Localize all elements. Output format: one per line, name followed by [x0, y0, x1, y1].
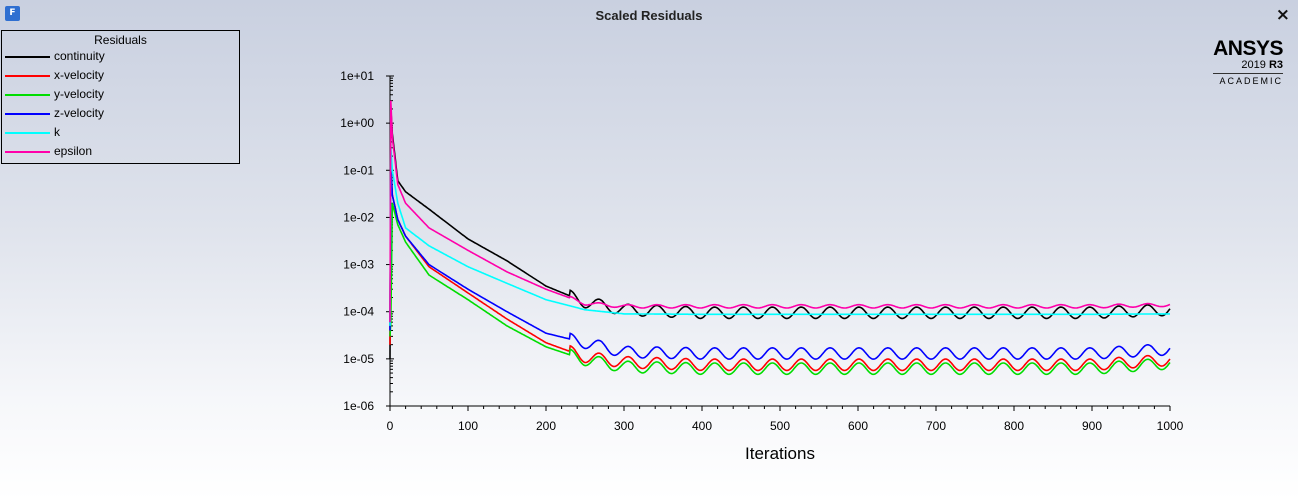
legend-label: k [54, 125, 60, 139]
close-icon[interactable]: × [1275, 5, 1290, 25]
y-tick-label: 1e-05 [343, 352, 374, 366]
legend-swatch [5, 94, 50, 96]
legend-item-k: k [2, 123, 239, 142]
series-line-x-velocity [389, 161, 1171, 372]
y-tick-label: 1e-02 [343, 210, 374, 224]
legend-item-epsilon: epsilon [2, 142, 239, 161]
x-tick-label: 700 [926, 419, 946, 433]
y-tick-label: 1e+01 [340, 69, 374, 83]
y-tick-label: 1e+00 [340, 116, 374, 130]
y-tick-label: 1e-03 [343, 258, 374, 272]
legend-item-continuity: continuity [2, 47, 239, 66]
legend-swatch [5, 56, 50, 58]
x-tick-label: 1000 [1157, 419, 1184, 433]
logo-year: 2019 [1241, 59, 1266, 71]
series-line-continuity [389, 108, 1171, 359]
window-title: Scaled Residuals [595, 8, 703, 23]
legend-label: z-velocity [54, 106, 105, 120]
legend-swatch [5, 75, 50, 77]
x-tick-label: 300 [614, 419, 634, 433]
x-axis-label: Iterations [745, 444, 815, 463]
series-line-z-velocity [389, 166, 1171, 360]
legend-label: continuity [54, 49, 105, 63]
y-tick-label: 1e-06 [343, 399, 374, 413]
x-tick-label: 800 [1004, 419, 1024, 433]
y-tick-label: 1e-04 [343, 305, 374, 319]
logo-version: 2019 R3 [1213, 59, 1283, 74]
fluent-app-icon[interactable]: F [5, 6, 20, 21]
legend-item-z-velocity: z-velocity [2, 104, 239, 123]
x-tick-label: 400 [692, 419, 712, 433]
legend: Residuals continuity x-velocity y-velocity… [1, 30, 240, 164]
logo-edition: ACADEMIC [1219, 76, 1283, 86]
legend-label: x-velocity [54, 68, 105, 82]
x-tick-label: 0 [387, 419, 394, 433]
x-tick-label: 200 [536, 419, 556, 433]
series-line-epsilon [389, 100, 1171, 323]
x-tick-label: 600 [848, 419, 868, 433]
logo-release: R3 [1268, 59, 1283, 71]
logo-name: ANSYS [1213, 37, 1283, 60]
series-line-y-velocity [389, 203, 1171, 376]
legend-swatch [5, 113, 50, 115]
legend-item-y-velocity: y-velocity [2, 85, 239, 104]
legend-label: epsilon [54, 144, 93, 158]
legend-swatch [5, 151, 50, 153]
legend-swatch [5, 132, 50, 134]
x-tick-label: 100 [458, 419, 478, 433]
y-tick-label: 1e-01 [343, 163, 374, 177]
ansys-logo: ANSYS 2019 R3 ACADEMIC [1213, 37, 1284, 86]
x-tick-label: 900 [1082, 419, 1102, 433]
series-line-k [389, 147, 1170, 326]
x-tick-label: 500 [770, 419, 790, 433]
legend-item-x-velocity: x-velocity [2, 66, 239, 85]
legend-label: y-velocity [54, 87, 105, 101]
legend-title: Residuals [94, 33, 147, 47]
